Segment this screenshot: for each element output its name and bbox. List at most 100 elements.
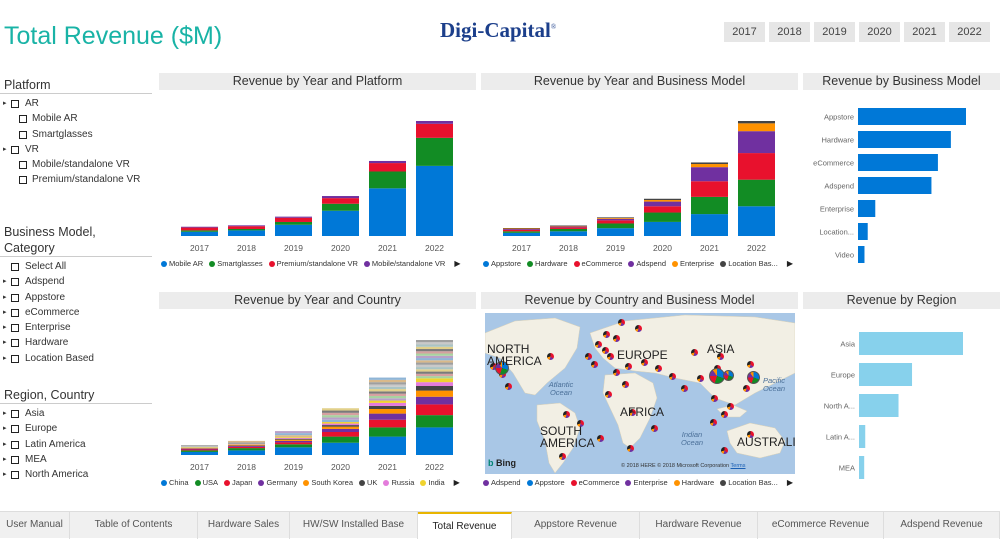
bar-segment-mobile-standalone-vr[interactable] — [369, 160, 406, 164]
bar-segment-usa[interactable] — [181, 450, 218, 452]
map-pie-marker[interactable] — [681, 385, 688, 392]
bar-segment-japan[interactable] — [275, 442, 312, 445]
bar-segment-ecommerce[interactable] — [691, 181, 728, 197]
slicer-item-premium-standalone-vr[interactable]: Premium/standalone VR — [0, 172, 152, 187]
bar-segment-appstore[interactable] — [644, 221, 681, 236]
map-pie-marker[interactable] — [602, 347, 609, 354]
bar-segment-india[interactable] — [228, 443, 265, 445]
expand-icon[interactable]: ▸ — [3, 471, 7, 479]
bar-segment-mobile-ar[interactable] — [322, 210, 359, 236]
bar-segment-enterprise[interactable] — [597, 218, 634, 219]
bar-segment-ecommerce[interactable] — [738, 153, 775, 180]
expand-icon[interactable]: ▸ — [3, 410, 7, 417]
bar-segment-other[interactable] — [275, 431, 312, 434]
year-button-2018[interactable]: 2018 — [769, 22, 810, 42]
legend-item-india[interactable]: India — [420, 478, 445, 487]
slicer-item-ecommerce[interactable]: ▸ eCommerce — [0, 305, 152, 320]
bar-segment-usa[interactable] — [322, 436, 359, 443]
bar-segment-uk[interactable] — [228, 444, 265, 446]
expand-icon[interactable]: ▸ — [3, 100, 7, 107]
bar-segment-china[interactable] — [181, 451, 218, 455]
map-pie-marker[interactable] — [622, 381, 629, 388]
slicer-item-latin-america[interactable]: ▸ Latin America — [0, 437, 152, 452]
bar-segment-other[interactable] — [369, 398, 406, 401]
bar-segment-enterprise[interactable] — [644, 200, 681, 202]
legend-item-enterprise[interactable]: Enterprise — [625, 478, 668, 487]
bar-segment-south-korea[interactable] — [369, 409, 406, 414]
expand-icon[interactable]: ▸ — [3, 278, 7, 286]
bar-segment-russia[interactable] — [228, 444, 265, 445]
legend-item-premium-standalone-vr[interactable]: Premium/standalone VR — [268, 259, 358, 268]
bar-segment-uk[interactable] — [416, 386, 453, 391]
year-button-2019[interactable]: 2019 — [814, 22, 855, 42]
bar-segment-location-based[interactable] — [550, 225, 587, 227]
tab-appstore-revenue[interactable]: Appstore Revenue — [512, 512, 640, 539]
tab-hardware-revenue[interactable]: Hardware Revenue — [640, 512, 758, 539]
bar-segment-south-korea[interactable] — [416, 390, 453, 397]
bar-segment-japan[interactable] — [181, 449, 218, 451]
bar-segment-other[interactable] — [322, 419, 359, 423]
map-pie-marker[interactable] — [691, 349, 698, 356]
expand-icon[interactable]: ▸ — [3, 324, 7, 332]
bar-segment-uk[interactable] — [369, 405, 406, 409]
slicer-item-mea[interactable]: ▸ MEA — [0, 452, 152, 467]
year-button-2020[interactable]: 2020 — [859, 22, 900, 42]
bar-segment-uk[interactable] — [181, 448, 218, 449]
bar-segment-other[interactable] — [369, 379, 406, 383]
legend-item-appstore[interactable]: Appstore — [526, 478, 565, 487]
bar-segment-premium-standalone-vr[interactable] — [322, 198, 359, 204]
slicer-item-appstore[interactable]: ▸ Appstore — [0, 290, 152, 305]
slicer-item-mobile-standalone-vr[interactable]: Mobile/standalone VR — [0, 157, 152, 172]
bar-segment-other[interactable] — [181, 446, 218, 448]
bar-segment-germany[interactable] — [416, 396, 453, 405]
bar-segment-china[interactable] — [275, 447, 312, 455]
bar-segment-premium-standalone-vr[interactable] — [275, 217, 312, 222]
year-button-2017[interactable]: 2017 — [724, 22, 765, 42]
slicer-item-mobile-ar[interactable]: Mobile AR — [0, 111, 152, 126]
checkbox[interactable] — [11, 339, 19, 348]
bar-segment-mobile-ar[interactable] — [369, 188, 406, 236]
bar-segment-india[interactable] — [181, 447, 218, 448]
legend-item-ecommerce[interactable]: eCommerce — [570, 478, 619, 487]
bar-asia[interactable] — [859, 332, 963, 355]
map-pie-marker[interactable] — [585, 353, 592, 360]
legend-item-mobile-standalone-vr[interactable]: Mobile/standalone VR — [363, 259, 445, 268]
map-pie-marker[interactable] — [605, 391, 612, 398]
bar-segment-japan[interactable] — [369, 419, 406, 428]
bar-segment-usa[interactable] — [416, 415, 453, 428]
map-pie-marker[interactable] — [629, 409, 636, 416]
expand-icon[interactable]: ▸ — [3, 308, 7, 316]
map-pie-marker[interactable] — [490, 363, 497, 370]
legend-item-enterprise[interactable]: Enterprise — [672, 259, 714, 268]
legend-item-japan[interactable]: Japan — [224, 478, 252, 487]
bar-segment-other[interactable] — [416, 340, 453, 343]
bar-segment-smartglasses[interactable] — [416, 137, 453, 166]
bar-segment-adspend[interactable] — [550, 226, 587, 228]
legend-item-china[interactable]: China — [161, 478, 189, 487]
bar-segment-adspend[interactable] — [644, 201, 681, 207]
bar-segment-japan[interactable] — [228, 446, 265, 449]
legend-item-germany[interactable]: Germany — [258, 478, 297, 487]
legend-item-smartglasses[interactable]: Smartglasses — [209, 259, 263, 268]
bar-segment-germany[interactable] — [228, 445, 265, 447]
bar-segment-location-based[interactable] — [738, 121, 775, 124]
bar-segment-china[interactable] — [228, 450, 265, 455]
bar-segment-india[interactable] — [275, 437, 312, 438]
bar-segment-location-based[interactable] — [503, 228, 540, 229]
slicer-item-ar[interactable]: ▸ AR — [0, 96, 152, 111]
legend-item-hardware[interactable]: Hardware — [527, 259, 568, 268]
bar-segment-other[interactable] — [416, 367, 453, 370]
bar-segment-smartglasses[interactable] — [228, 228, 265, 231]
slicer-item-europe[interactable]: ▸ Europe — [0, 421, 152, 436]
legend-next-arrow-icon[interactable]: ▶ — [454, 259, 461, 268]
checkbox[interactable] — [19, 161, 27, 170]
bar-segment-mobile-ar[interactable] — [181, 231, 218, 236]
bar-segment-south-korea[interactable] — [228, 445, 265, 446]
checkbox[interactable] — [19, 115, 27, 124]
world-map[interactable]: NORTH AMERICA EUROPE ASIA AFRICA SOUTH A… — [485, 313, 795, 474]
bar-segment-other[interactable] — [322, 415, 359, 418]
bar-segment-premium-standalone-vr[interactable] — [181, 227, 218, 231]
bar-segment-germany[interactable] — [322, 428, 359, 432]
bar-segment-germany[interactable] — [369, 413, 406, 420]
bar-segment-china[interactable] — [369, 436, 406, 455]
